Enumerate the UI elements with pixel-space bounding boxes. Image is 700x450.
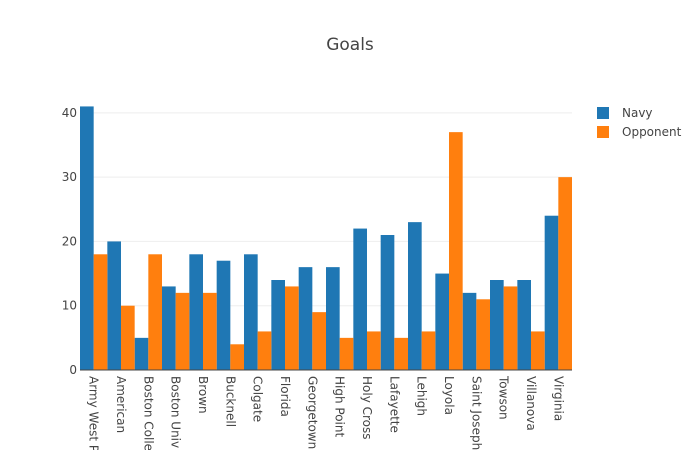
bar-navy-3[interactable]	[162, 286, 176, 370]
bar-opponent-16[interactable]	[531, 331, 545, 370]
x-tick-label: Villanova	[524, 376, 538, 431]
x-tick-label: Virginia	[551, 376, 565, 421]
y-tick-label: 20	[62, 234, 77, 248]
bar-opponent-17[interactable]	[558, 177, 572, 370]
x-tick-label: Lehigh	[415, 376, 429, 416]
bar-opponent-9[interactable]	[339, 337, 354, 370]
y-tick-label: 30	[62, 170, 77, 184]
legend: Navy Opponent	[597, 106, 682, 139]
bar-opponent-11[interactable]	[394, 337, 408, 370]
bar-navy-11[interactable]	[380, 235, 395, 370]
x-tick-label: Colgate	[251, 376, 265, 422]
x-tick-label: Holy Cross	[360, 376, 374, 440]
x-tick-label: Bucknell	[223, 376, 237, 427]
legend-swatch-navy[interactable]	[597, 107, 609, 119]
x-axis-ticks: Army West P American Boston Colle Boston Un…	[87, 375, 566, 450]
bar-opponent-13[interactable]	[449, 132, 463, 370]
bar-opponent-5[interactable]	[230, 344, 244, 370]
bar-opponent-2[interactable]	[148, 254, 162, 370]
bar-navy-7[interactable]	[271, 280, 285, 370]
bar-opponent-10[interactable]	[367, 331, 381, 370]
bar-opponent-3[interactable]	[175, 292, 190, 370]
bar-opponent-1[interactable]	[121, 305, 135, 370]
bar-navy-6[interactable]	[244, 254, 258, 370]
bar-opponent-0[interactable]	[93, 254, 108, 370]
bar-navy-0[interactable]	[80, 106, 94, 371]
bar-opponent-7[interactable]	[285, 286, 299, 370]
bar-navy-2[interactable]	[134, 337, 149, 370]
bar-opponent-14[interactable]	[476, 299, 490, 370]
y-tick-label: 40	[62, 106, 77, 120]
x-tick-label: Brown	[196, 376, 210, 414]
x-tick-label: Towson	[497, 375, 511, 420]
bar-navy-4[interactable]	[189, 254, 203, 370]
x-tick-label: American	[114, 376, 128, 433]
bar-opponent-8[interactable]	[312, 312, 326, 370]
x-tick-label: Boston Univ	[169, 376, 183, 448]
bar-opponent-6[interactable]	[257, 331, 272, 370]
y-axis-ticks: 0 10 20 30 40	[62, 106, 77, 377]
y-tick-label: 10	[62, 299, 77, 313]
x-tick-label: Lafayette	[387, 376, 401, 433]
bar-navy-8[interactable]	[298, 267, 313, 370]
x-tick-label: High Point	[333, 376, 347, 437]
bar-navy-10[interactable]	[353, 228, 367, 370]
bar-navy-15[interactable]	[490, 280, 504, 370]
legend-label-opponent: Opponent	[622, 125, 682, 139]
x-tick-label: Loyola	[442, 376, 456, 415]
chart-title: Goals	[326, 35, 374, 55]
x-tick-label: Florida	[278, 376, 292, 417]
x-tick-label: Army West P	[87, 376, 101, 450]
x-tick-label: Boston Colle	[141, 376, 155, 450]
x-tick-label: Saint Joseph	[469, 376, 483, 450]
bar-navy-13[interactable]	[435, 273, 449, 370]
bar-navy-16[interactable]	[517, 280, 531, 370]
bar-opponent-4[interactable]	[203, 292, 217, 370]
bar-navy-14[interactable]	[462, 292, 477, 370]
bar-navy-17[interactable]	[544, 215, 559, 370]
bars	[80, 106, 572, 371]
x-tick-label: Georgetown	[305, 376, 319, 449]
bar-navy-5[interactable]	[216, 260, 231, 370]
legend-swatch-opponent[interactable]	[597, 126, 609, 138]
bar-navy-12[interactable]	[408, 222, 422, 370]
bar-opponent-15[interactable]	[503, 286, 518, 370]
y-tick-label: 0	[69, 363, 77, 377]
bar-opponent-12[interactable]	[421, 331, 436, 370]
bar-navy-1[interactable]	[107, 241, 121, 370]
bar-navy-9[interactable]	[326, 267, 340, 370]
legend-label-navy: Navy	[622, 106, 653, 120]
